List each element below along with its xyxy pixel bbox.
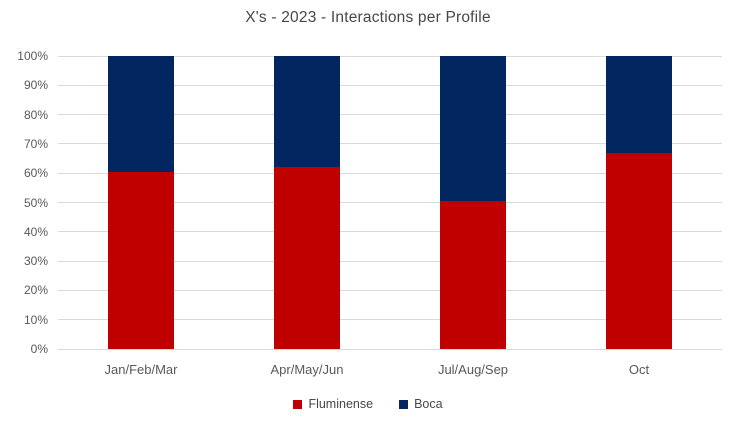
- y-axis-tick-label: 20%: [23, 283, 48, 298]
- y-axis-tick-label: 90%: [23, 78, 48, 93]
- y-axis-tick-label: 30%: [23, 254, 48, 269]
- bar-segment-boca: [440, 56, 506, 202]
- y-axis-tick-label: 60%: [23, 166, 48, 181]
- y-axis-tick-label: 80%: [23, 107, 48, 122]
- x-axis-category-label: Jan/Feb/Mar: [104, 362, 178, 377]
- gridline: [58, 202, 722, 203]
- gridline: [58, 172, 722, 174]
- bar-segment-fluminense: [440, 201, 506, 349]
- gridline: [58, 84, 722, 86]
- legend: Fluminense Boca: [0, 397, 736, 411]
- gridline: [58, 114, 722, 116]
- gridline: [58, 319, 722, 321]
- x-axis-category-label: Apr/May/Jun: [270, 362, 344, 377]
- y-axis-tick-label: 70%: [23, 136, 48, 151]
- y-axis-tick-label: 0%: [30, 342, 48, 356]
- bar-segment-boca: [274, 56, 340, 168]
- y-axis-tick-label: 100%: [17, 49, 48, 63]
- bar-segment-boca: [108, 56, 174, 172]
- bar-segment-fluminense: [108, 171, 174, 349]
- bar-segment-fluminense: [274, 167, 340, 349]
- bar-segment-fluminense: [606, 152, 672, 349]
- gridline: [58, 231, 722, 233]
- legend-item-fluminense: Fluminense: [293, 397, 373, 411]
- legend-label: Boca: [414, 397, 443, 411]
- y-axis-tick-label: 40%: [23, 224, 48, 239]
- plot-area: 0% 10% 20% 30% 40% 50% 60% 70% 80% 90% 100% Jan/Feb…: [17, 50, 722, 377]
- y-axis-tick-label: 50%: [23, 195, 48, 210]
- x-axis-category-label: Jul/Aug/Sep: [437, 362, 509, 377]
- gridline: [58, 55, 722, 57]
- y-axis-tick-label: 10%: [23, 312, 48, 327]
- gridline: [58, 143, 722, 145]
- x-axis-category-label: Oct: [628, 362, 650, 377]
- gridline: [58, 348, 722, 350]
- chart-title: X's - 2023 - Interactions per Profile: [245, 9, 491, 26]
- legend-label: Fluminense: [308, 397, 374, 411]
- gridline: [58, 289, 722, 291]
- legend-swatch-fluminense: [293, 399, 303, 409]
- bar-segment-boca: [606, 56, 672, 153]
- legend-swatch-boca: [399, 399, 409, 409]
- gridline: [58, 260, 722, 262]
- legend-item-boca: Boca: [399, 397, 443, 411]
